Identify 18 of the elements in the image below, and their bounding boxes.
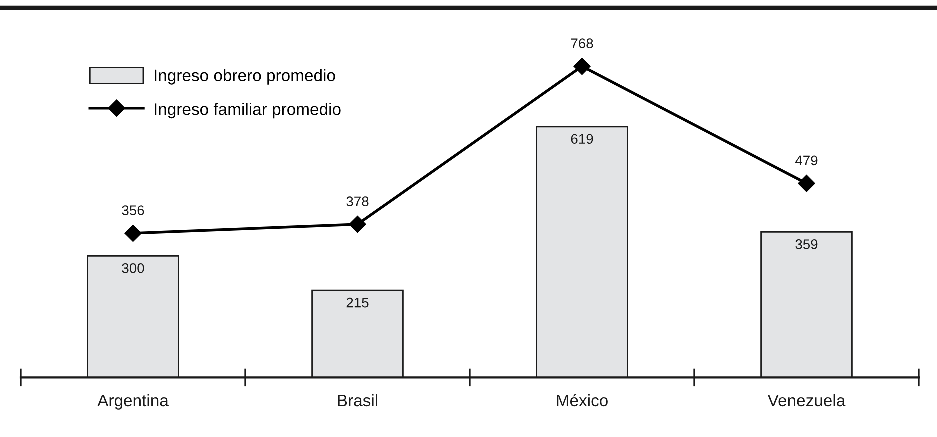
x-tick-label: México (557, 394, 608, 407)
point (574, 58, 591, 76)
x-tick-label: Venezuela (768, 394, 846, 407)
data-label: 378 (346, 196, 369, 207)
legend-label: Ingreso obrero promedio (155, 69, 336, 85)
data-label: 359 (796, 240, 818, 250)
point (798, 175, 816, 192)
data-label: 479 (795, 156, 818, 166)
data-label: 768 (571, 38, 594, 48)
point (349, 216, 366, 234)
x-tick-label: Brasil (338, 394, 378, 407)
x-tick-label: Argentina (98, 394, 169, 410)
legend-label: Ingreso familiar promedio (155, 103, 341, 119)
data-label: 619 (571, 134, 594, 144)
data-label: 300 (122, 263, 144, 274)
point (124, 224, 142, 242)
data-label: 215 (346, 298, 369, 308)
data-label: 356 (122, 206, 144, 216)
